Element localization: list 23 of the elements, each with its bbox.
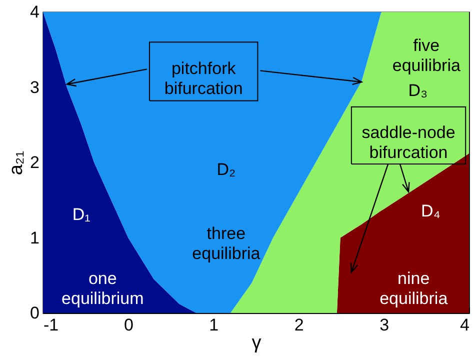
y-tick-label: 0 [30, 304, 40, 322]
annotation: saddle-node bifurcation [362, 123, 456, 162]
annotation: D₄ [421, 201, 440, 220]
y-tick-label: 1 [30, 228, 40, 248]
y-tick-label: 2 [30, 153, 40, 172]
x-tick-label: 3 [380, 316, 390, 334]
x-axis-title: γ [252, 332, 262, 354]
y-axis-title: a₂₁ [6, 150, 28, 176]
x-tick-label: 0 [124, 316, 134, 334]
x-tick-label: 2 [294, 316, 304, 334]
x-tick-label: 4 [460, 316, 470, 334]
x-tick-label: 1 [209, 316, 219, 334]
annotation: one equilibrium [62, 269, 144, 308]
annotation: three equilibria [192, 224, 261, 263]
annotation: nine equilibria [380, 269, 448, 308]
annotation: D₁ [72, 205, 91, 224]
annotation: D₂ [216, 160, 236, 180]
annotation: D₃ [408, 81, 428, 100]
x-tick-label: -1 [44, 316, 59, 334]
annotation: pitchfork bifurcation [164, 59, 243, 98]
y-tick-label: 4 [30, 2, 40, 22]
y-tick-label: 3 [30, 78, 40, 97]
annotation: five equilibria [392, 36, 461, 75]
